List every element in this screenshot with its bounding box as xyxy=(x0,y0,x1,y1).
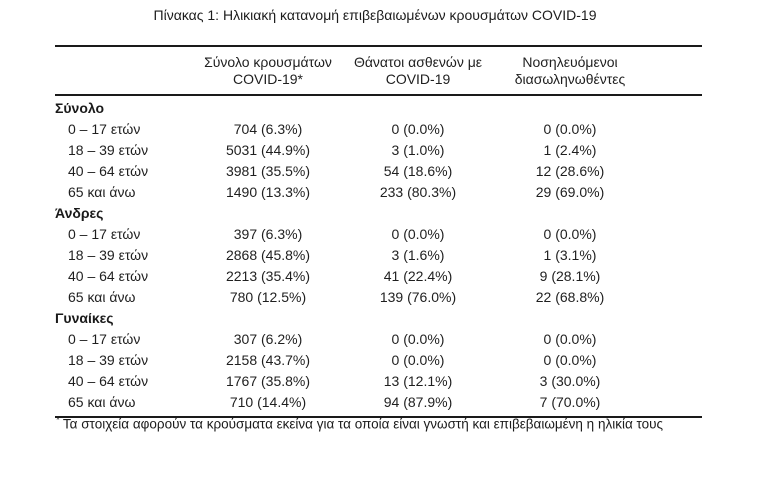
intubated-cell: 0 (0.0%) xyxy=(543,352,597,368)
data-table: Σύνολο κρουσμάτων COVID-19* Θάνατοι ασθε… xyxy=(55,45,702,418)
deaths-cell: 0 (0.0%) xyxy=(391,331,445,347)
data-row: 65 και άνω 710 (14.4%) 94 (87.9%) 7 (70.0%) xyxy=(55,392,702,413)
col-header-deaths-line1: Θάνατοι ασθενών με xyxy=(353,54,483,70)
col-header-intubated-line2: διασωληνωθέντες xyxy=(514,71,626,87)
data-row: 40 – 64 ετών 3981 (35.5%) 54 (18.6%) 12 (28… xyxy=(55,161,702,182)
age-group-label: 65 και άνω xyxy=(68,184,136,200)
age-group-label: 18 – 39 ετών xyxy=(68,142,149,158)
data-row: 18 – 39 ετών 2158 (43.7%) 0 (0.0%) 0 (0.0%) xyxy=(55,350,702,371)
deaths-cell: 41 (22.4%) xyxy=(383,268,453,284)
total-cases-cell: 2868 (45.8%) xyxy=(225,247,311,263)
total-cases-cell: 307 (6.2%) xyxy=(233,331,303,347)
intubated-cell: 7 (70.0%) xyxy=(539,394,601,410)
col-header-intubated-line1: Νοσηλευόμενοι xyxy=(522,54,618,70)
data-row: 0 – 17 ετών 704 (6.3%) 0 (0.0%) 0 (0.0%) xyxy=(55,119,702,140)
age-group-label: 40 – 64 ετών xyxy=(68,268,149,284)
intubated-cell: 9 (28.1%) xyxy=(539,268,601,284)
col-header-total-cases: Σύνολο κρουσμάτων COVID-19* xyxy=(195,54,341,88)
deaths-cell: 54 (18.6%) xyxy=(383,163,453,179)
table-body: Σύνολο 0 – 17 ετών 704 (6.3%) 0 (0.0%) 0 (0.… xyxy=(55,96,702,416)
deaths-cell: 233 (80.3%) xyxy=(379,184,457,200)
total-cases-cell: 397 (6.3%) xyxy=(233,226,303,242)
data-row: 40 – 64 ετών 2213 (35.4%) 41 (22.4%) 9 (28.… xyxy=(55,266,702,287)
total-cases-cell: 704 (6.3%) xyxy=(233,121,303,137)
table-header-row: Σύνολο κρουσμάτων COVID-19* Θάνατοι ασθε… xyxy=(55,47,702,96)
data-row: 18 – 39 ετών 5031 (44.9%) 3 (1.0%) 1 (2.4%) xyxy=(55,140,702,161)
footnote-marker: * xyxy=(56,415,60,426)
deaths-cell: 94 (87.9%) xyxy=(383,394,453,410)
intubated-cell: 1 (3.1%) xyxy=(543,247,597,263)
age-group-label: 40 – 64 ετών xyxy=(68,163,149,179)
data-row: 0 – 17 ετών 397 (6.3%) 0 (0.0%) 0 (0.0%) xyxy=(55,224,702,245)
deaths-cell: 13 (12.1%) xyxy=(383,373,453,389)
section-label: Γυναίκες xyxy=(55,310,114,326)
total-cases-cell: 5031 (44.9%) xyxy=(225,142,311,158)
total-cases-cell: 1490 (13.3%) xyxy=(225,184,311,200)
total-cases-cell: 2213 (35.4%) xyxy=(225,268,311,284)
intubated-cell: 3 (30.0%) xyxy=(539,373,601,389)
age-group-label: 0 – 17 ετών xyxy=(68,121,141,137)
age-group-label: 65 και άνω xyxy=(68,289,136,305)
section-label: Σύνολο xyxy=(55,100,105,116)
deaths-cell: 0 (0.0%) xyxy=(391,121,445,137)
total-cases-cell: 710 (14.4%) xyxy=(229,394,307,410)
total-cases-cell: 3981 (35.5%) xyxy=(225,163,311,179)
col-header-intubated: Νοσηλευόμενοι διασωληνωθέντες xyxy=(495,54,645,88)
intubated-cell: 22 (68.8%) xyxy=(535,289,605,305)
data-row: 65 και άνω 1490 (13.3%) 233 (80.3%) 29 (69.… xyxy=(55,182,702,203)
intubated-cell: 29 (69.0%) xyxy=(535,184,605,200)
intubated-cell: 1 (2.4%) xyxy=(543,142,597,158)
data-row: 18 – 39 ετών 2868 (45.8%) 3 (1.6%) 1 (3.1%) xyxy=(55,245,702,266)
data-row: 40 – 64 ετών 1767 (35.8%) 13 (12.1%) 3 (30.… xyxy=(55,371,702,392)
deaths-cell: 139 (76.0%) xyxy=(379,289,457,305)
intubated-cell: 0 (0.0%) xyxy=(543,121,597,137)
age-group-label: 40 – 64 ετών xyxy=(68,373,149,389)
col-header-deaths: Θάνατοι ασθενών με COVID-19 xyxy=(341,54,495,88)
col-header-total-cases-line1: Σύνολο κρουσμάτων xyxy=(204,54,332,70)
intubated-cell: 12 (28.6%) xyxy=(535,163,605,179)
age-group-label: 18 – 39 ετών xyxy=(68,352,149,368)
age-group-label: 18 – 39 ετών xyxy=(68,247,149,263)
age-group-label: 0 – 17 ετών xyxy=(68,226,141,242)
total-cases-cell: 1767 (35.8%) xyxy=(225,373,311,389)
row-label-column-header xyxy=(55,54,195,88)
table-title: Πίνακας 1: Ηλικιακή κατανομή επιβεβαιωμέ… xyxy=(153,7,597,23)
data-row: 65 και άνω 780 (12.5%) 139 (76.0%) 22 (68.8… xyxy=(55,287,702,308)
deaths-cell: 3 (1.0%) xyxy=(391,142,445,158)
section-label: Άνδρες xyxy=(55,205,104,221)
footnote-text: Τα στοιχεία αφορούν τα κρούσματα εκείνα … xyxy=(62,416,664,432)
footnote: * Τα στοιχεία αφορούν τα κρούσματα εκείνα… xyxy=(56,412,756,433)
age-group-label: 0 – 17 ετών xyxy=(68,331,141,347)
total-cases-cell: 780 (12.5%) xyxy=(229,289,307,305)
col-header-deaths-line2: COVID-19 xyxy=(385,71,451,87)
age-group-label: 65 και άνω xyxy=(68,394,136,410)
deaths-cell: 0 (0.0%) xyxy=(391,352,445,368)
intubated-cell: 0 (0.0%) xyxy=(543,331,597,347)
deaths-cell: 0 (0.0%) xyxy=(391,226,445,242)
deaths-cell: 3 (1.6%) xyxy=(391,247,445,263)
intubated-cell: 0 (0.0%) xyxy=(543,226,597,242)
col-header-total-cases-line2: COVID-19* xyxy=(232,71,304,87)
data-row: 0 – 17 ετών 307 (6.2%) 0 (0.0%) 0 (0.0%) xyxy=(55,329,702,350)
total-cases-cell: 2158 (43.7%) xyxy=(225,352,311,368)
